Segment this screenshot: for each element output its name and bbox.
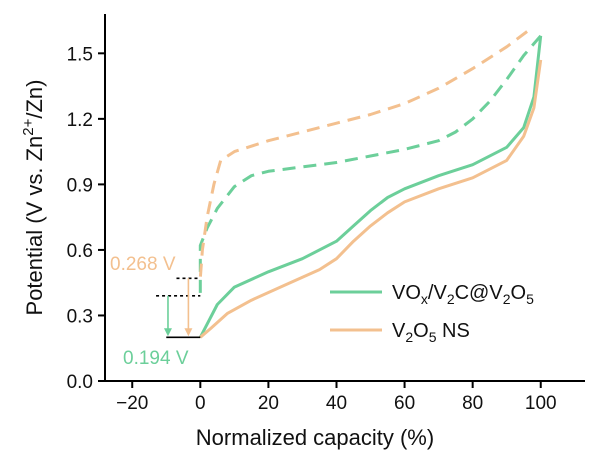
x-axis-label: Normalized capacity (%) — [196, 425, 434, 450]
x-tick-label: 0 — [195, 393, 206, 414]
annotation-0194: 0.194 V — [123, 348, 189, 369]
legend-label-vox: VOx/V2C@V2O5 — [392, 282, 534, 307]
y-tick-label: 1.2 — [67, 110, 93, 131]
series-layer — [198, 30, 543, 339]
x-tick-label: 20 — [258, 393, 279, 414]
y-tick-label: 0.3 — [67, 306, 93, 327]
x-tick-label: 80 — [462, 393, 483, 414]
series-line-vox-charge — [198, 35, 543, 338]
series-line-v2o5-discharge — [198, 30, 528, 279]
annotation-layer: 0.268 V 0.194 V — [110, 254, 201, 369]
annotation-0268: 0.268 V — [110, 254, 176, 275]
x-tick-label: 40 — [326, 393, 347, 414]
y-tick-label: 1.5 — [67, 44, 93, 65]
x-tick-label: 100 — [525, 393, 557, 414]
x-tick-label: −20 — [116, 393, 148, 414]
series-line-vox-discharge — [198, 34, 542, 296]
x-tick-label: 60 — [394, 393, 415, 414]
arrow-head-green — [163, 328, 172, 337]
series-line-v2o5-charge — [199, 59, 543, 339]
y-axis-label: Potential (V vs. Zn2+/Zn) — [20, 80, 47, 316]
legend: VOx/V2C@V2O5 V2O5 NS — [330, 282, 534, 345]
axes: −20 0 20 40 60 80 100 0.0 0.3 0.6 0.9 1.2 1.5 Normali… — [20, 14, 585, 450]
y-tick-label: 0.6 — [67, 241, 93, 262]
y-tick-label: 0.9 — [67, 175, 93, 196]
arrow-head-orange — [184, 328, 193, 337]
y-tick-label: 0.0 — [67, 372, 93, 393]
legend-label-v2o5: V2O5 NS — [392, 320, 470, 345]
